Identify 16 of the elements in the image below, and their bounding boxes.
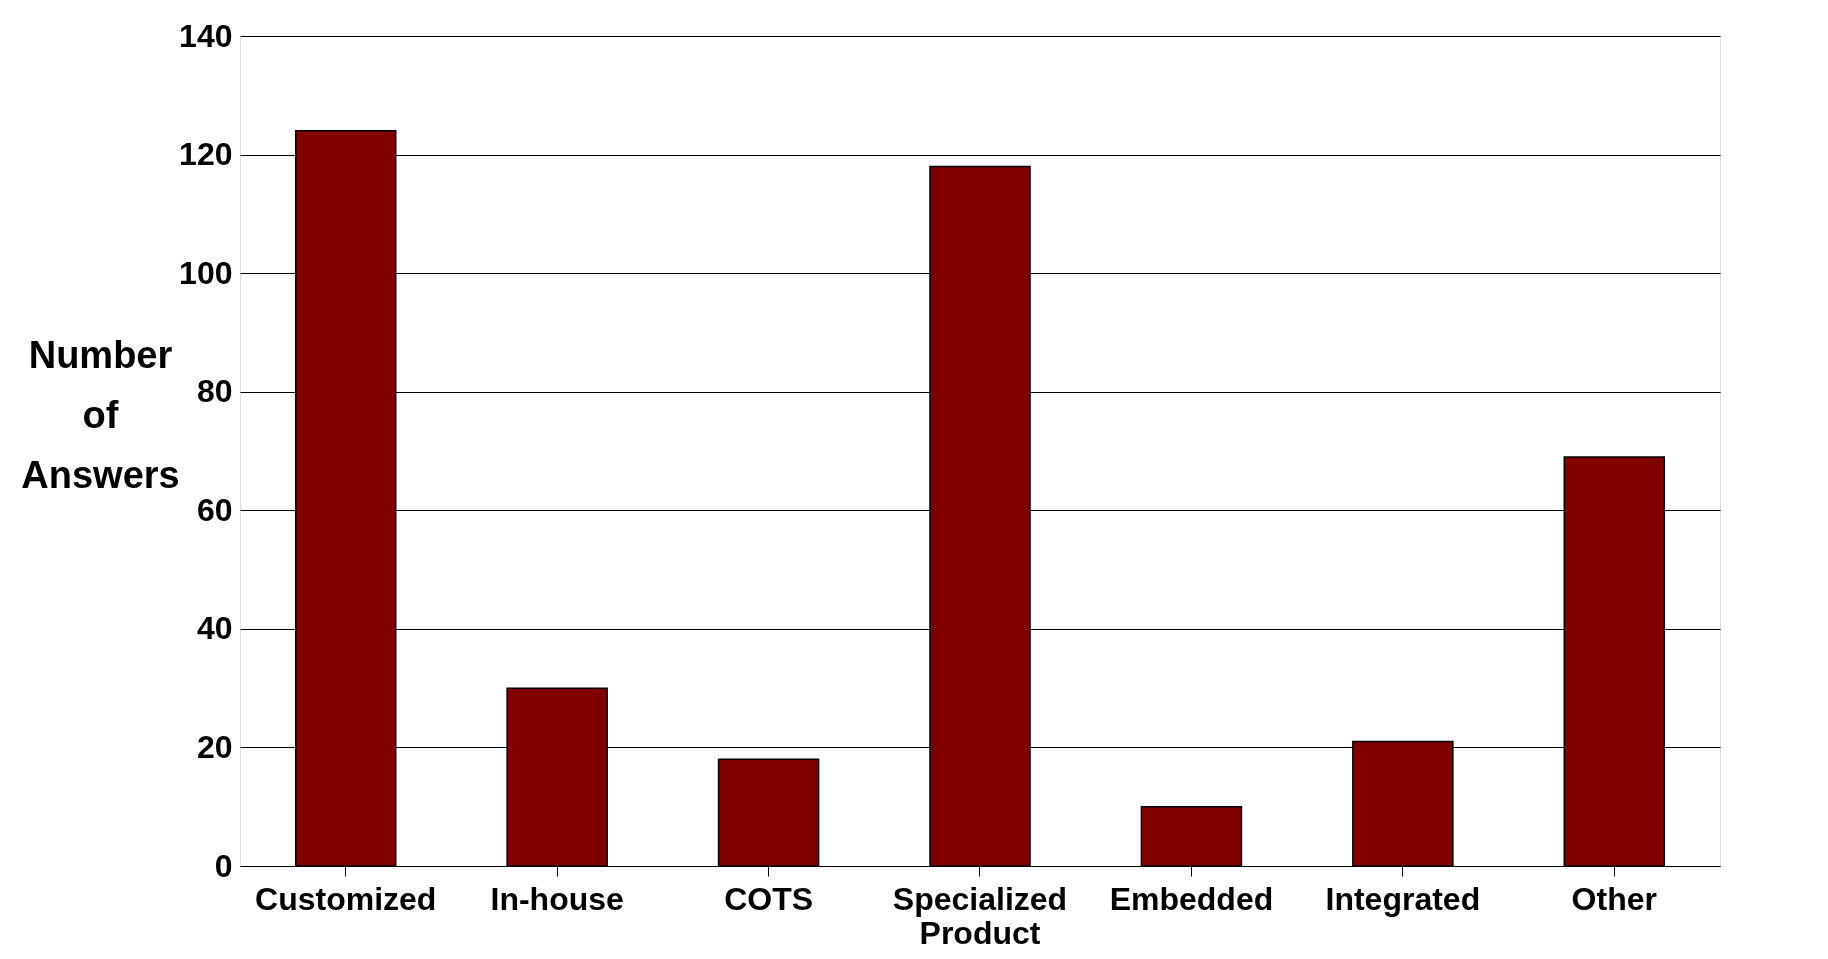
y-tick-label: 100 bbox=[179, 254, 233, 291]
x-tick-label: Other bbox=[1571, 880, 1657, 917]
y-tick-label: 20 bbox=[196, 728, 233, 765]
y-tick-label: 80 bbox=[196, 373, 233, 410]
x-tick-label: COTS bbox=[724, 880, 814, 917]
y-tick-label: 60 bbox=[196, 491, 233, 528]
y-tick-label: 140 bbox=[179, 17, 233, 54]
x-tick-label: Customized bbox=[255, 880, 437, 917]
y-axis-title: Number of Answers bbox=[21, 333, 180, 496]
x-tick-label: Embedded bbox=[1109, 880, 1274, 917]
y-tick-label: 120 bbox=[179, 136, 233, 173]
x-tick-label: Specialized Product bbox=[892, 880, 1068, 951]
x-tick-label: Integrated bbox=[1325, 880, 1481, 917]
x-tick-label: In-house bbox=[490, 880, 624, 917]
y-tick-label: 40 bbox=[196, 610, 233, 647]
y-tick-label: 0 bbox=[214, 847, 233, 884]
